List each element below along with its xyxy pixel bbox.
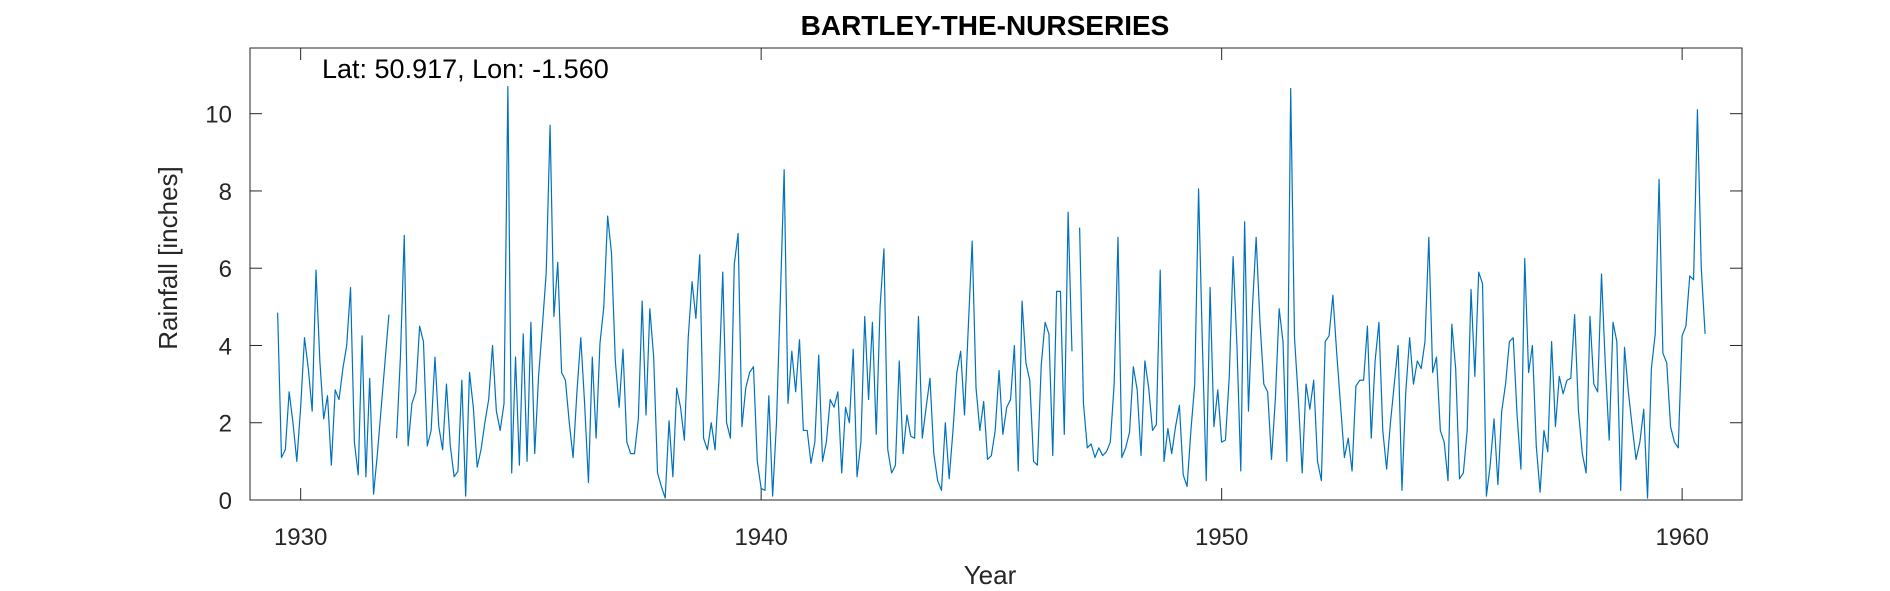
rainfall-series-line-segment: [1079, 87, 1706, 499]
x-axis-label: Year: [964, 560, 1017, 590]
y-axis-label: Rainfall [inches]: [153, 166, 183, 350]
y-tick-label: 6: [219, 256, 232, 283]
chart-title: BARTLEY-THE-NURSERIES: [801, 10, 1170, 41]
x-tick-label: 1930: [274, 524, 327, 551]
x-tick-label: 1960: [1655, 524, 1708, 551]
x-tick-label: 1950: [1195, 524, 1248, 551]
axis-ticks: [250, 48, 1742, 501]
x-tick-labels: 1930 1940 1950 1960: [274, 524, 1709, 551]
y-tick-label: 0: [219, 488, 232, 515]
location-annotation: Lat: 50.917, Lon: -1.560: [322, 54, 609, 84]
y-tick-label: 4: [219, 333, 232, 360]
y-tick-label: 10: [205, 102, 232, 129]
y-tick-label: 8: [219, 179, 232, 206]
rainfall-series-line-segment: [395, 86, 1073, 499]
x-tick-label: 1940: [734, 524, 787, 551]
rainfall-series-line: [277, 269, 390, 495]
y-tick-labels: 0 2 4 6 8 10: [205, 102, 232, 515]
y-tick-label: 2: [219, 411, 232, 438]
